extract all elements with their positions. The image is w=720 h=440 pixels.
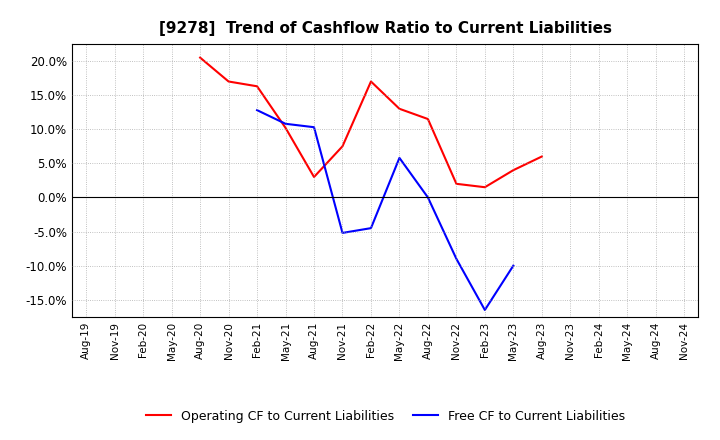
Free CF to Current Liabilities: [480, 307, 489, 312]
Operating CF to Current Liabilities: [310, 174, 318, 180]
Free CF to Current Liabilities: [282, 121, 290, 126]
Operating CF to Current Liabilities: [480, 185, 489, 190]
Free CF to Current Liabilities: [423, 195, 432, 200]
Legend: Operating CF to Current Liabilities, Free CF to Current Liabilities: Operating CF to Current Liabilities, Fre…: [140, 405, 630, 428]
Free CF to Current Liabilities: [509, 263, 518, 268]
Free CF to Current Liabilities: [452, 256, 461, 261]
Free CF to Current Liabilities: [366, 225, 375, 231]
Operating CF to Current Liabilities: [366, 79, 375, 84]
Free CF to Current Liabilities: [338, 230, 347, 235]
Operating CF to Current Liabilities: [395, 106, 404, 111]
Operating CF to Current Liabilities: [253, 84, 261, 89]
Line: Operating CF to Current Liabilities: Operating CF to Current Liabilities: [200, 58, 541, 187]
Operating CF to Current Liabilities: [225, 79, 233, 84]
Operating CF to Current Liabilities: [282, 125, 290, 131]
Line: Free CF to Current Liabilities: Free CF to Current Liabilities: [257, 110, 513, 310]
Operating CF to Current Liabilities: [338, 143, 347, 149]
Operating CF to Current Liabilities: [509, 168, 518, 173]
Operating CF to Current Liabilities: [452, 181, 461, 187]
Title: [9278]  Trend of Cashflow Ratio to Current Liabilities: [9278] Trend of Cashflow Ratio to Curren…: [158, 21, 612, 36]
Free CF to Current Liabilities: [395, 155, 404, 161]
Free CF to Current Liabilities: [310, 125, 318, 130]
Operating CF to Current Liabilities: [196, 55, 204, 60]
Free CF to Current Liabilities: [253, 107, 261, 113]
Operating CF to Current Liabilities: [423, 116, 432, 121]
Operating CF to Current Liabilities: [537, 154, 546, 159]
